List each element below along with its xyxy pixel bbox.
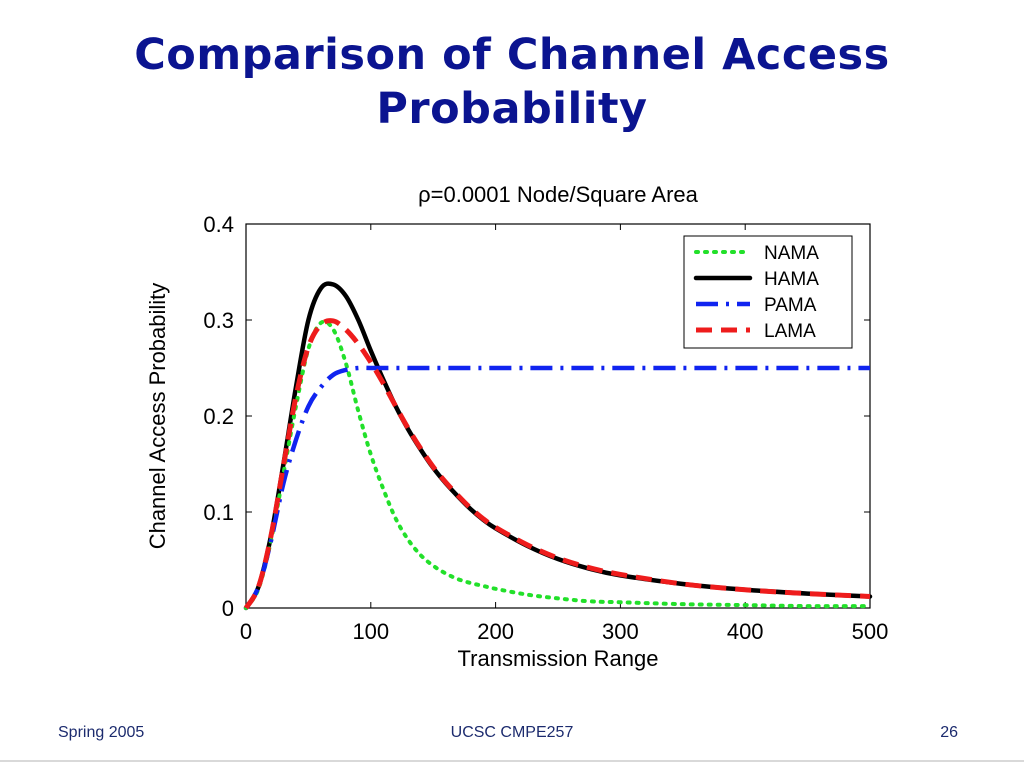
x-tick-label: 100 [352,619,389,644]
footer-course: UCSC CMPE257 [450,724,574,741]
footer-term: Spring 2005 [58,724,145,741]
footer-page-number: 26 [940,724,958,741]
chart-title: ρ=0.0001 Node/Square Area [418,182,699,207]
y-tick-label: 0.1 [203,500,234,525]
legend-label-lama: LAMA [764,321,816,342]
series-line-lama [243,318,871,610]
slide-title-line-1: Comparison of Channel Access [134,30,890,80]
y-tick-label: 0.4 [203,212,234,237]
slide-title: Comparison of Channel Access Probability [0,28,1024,136]
legend-label-hama: HAMA [764,269,819,290]
legend-label-pama: PAMA [764,295,817,316]
y-tick-label: 0 [222,596,234,621]
x-axis-label: Transmission Range [458,646,659,671]
y-tick-label: 0.3 [203,308,234,333]
x-tick-label: 200 [477,619,514,644]
slide-title-line-2: Probability [376,84,648,134]
x-tick-label: 400 [727,619,764,644]
x-tick-label: 300 [602,619,639,644]
legend-label-nama: NAMA [764,243,819,264]
x-tick-label: 500 [852,619,889,644]
x-tick-label: 0 [240,619,252,644]
bottom-divider [0,760,1024,762]
series-line-nama [244,319,872,610]
series-line-pama [244,365,870,610]
y-tick-label: 0.2 [203,404,234,429]
y-axis-label: Channel Access Probability [145,283,170,550]
channel-access-chart: ρ=0.0001 Node/Square Area 0 100 200 300 400 50… [145,182,889,671]
